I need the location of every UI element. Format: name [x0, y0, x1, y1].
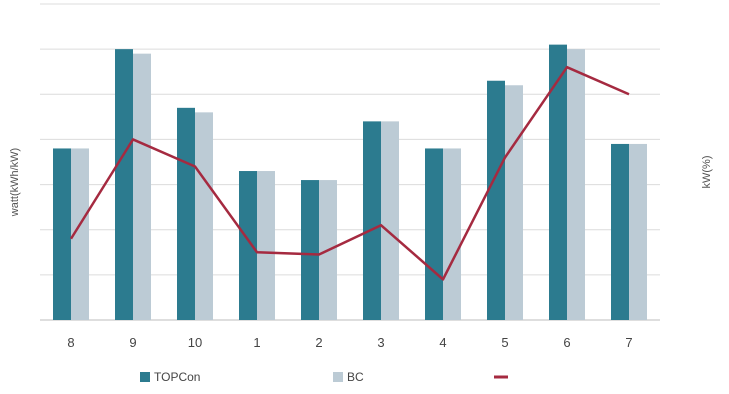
y2-axis-label: kW(%): [701, 156, 713, 189]
bar: [301, 180, 319, 320]
bar: [443, 148, 461, 320]
legend-label: BC: [347, 370, 364, 384]
bar: [567, 49, 585, 321]
bar: [133, 53, 151, 321]
bar: [425, 148, 443, 320]
bar: [487, 80, 505, 320]
bars: [53, 44, 647, 321]
bar: [629, 143, 647, 320]
x-tick-label: 1: [253, 335, 260, 350]
bar: [239, 171, 257, 320]
bar: [115, 49, 133, 321]
bar: [363, 121, 381, 320]
bar: [177, 107, 195, 320]
x-tick-label: 9: [129, 335, 136, 350]
bar: [53, 148, 71, 320]
bar: [505, 85, 523, 320]
x-axis: 8 9 10 1 2 3 4 5 6 7: [67, 335, 632, 350]
line-series: [69, 65, 630, 281]
bar: [549, 44, 567, 320]
x-tick-label: 5: [501, 335, 508, 350]
legend-label: TOPCon: [154, 370, 200, 384]
legend: TOPCon BC: [140, 370, 508, 384]
y-axis-label: watt(kWh/kW): [9, 148, 21, 217]
line-series-path: [69, 65, 630, 281]
x-tick-label: 4: [439, 335, 446, 350]
bar: [71, 148, 89, 320]
x-tick-label: 7: [625, 335, 632, 350]
x-tick-label: 3: [377, 335, 384, 350]
bar: [381, 121, 399, 320]
x-tick-label: 2: [315, 335, 322, 350]
legend-swatch: [333, 372, 343, 382]
bar: [195, 112, 213, 320]
bar: [257, 171, 275, 320]
legend-swatch: [140, 372, 150, 382]
x-tick-label: 8: [67, 335, 74, 350]
bar: [611, 143, 629, 320]
x-tick-label: 10: [188, 335, 202, 350]
x-tick-label: 6: [563, 335, 570, 350]
